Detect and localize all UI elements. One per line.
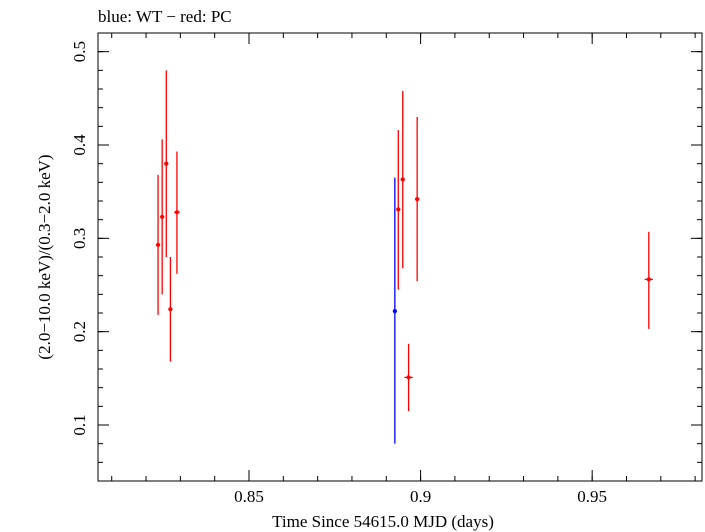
data-point [415, 197, 420, 202]
y-axis-label: (2.0−10.0 keV)/(0.3−2.0 keV) [35, 154, 54, 359]
x-tick-label: 0.95 [577, 487, 607, 506]
data-points [155, 70, 653, 444]
x-axis-label: Time Since 54615.0 MJD (days) [272, 512, 494, 531]
data-point [160, 214, 165, 219]
data-point [396, 207, 401, 212]
data-point [406, 375, 411, 380]
data-point [168, 307, 173, 312]
y-tick-label: 0.4 [70, 134, 89, 156]
series-wt [392, 177, 397, 444]
data-point [400, 177, 405, 182]
y-tick-labels: 0.1 0.2 0.3 0.4 0.5 [70, 41, 89, 436]
data-point [174, 210, 180, 215]
data-point [164, 161, 169, 166]
axis-ticks [98, 32, 702, 482]
x-tick-label: 0.9 [410, 487, 431, 506]
y-tick-label: 0.1 [70, 414, 89, 435]
x-tick-label: 0.85 [234, 487, 264, 506]
x-tick-labels: 0.85 0.9 0.95 [234, 487, 607, 506]
y-tick-label: 0.3 [70, 228, 89, 249]
plot-frame [97, 32, 703, 482]
y-tick-label: 0.5 [70, 41, 89, 62]
data-point [392, 309, 397, 314]
series-pc [155, 70, 653, 411]
chart-title: blue: WT − red: PC [98, 7, 232, 26]
y-tick-label: 0.2 [70, 321, 89, 342]
data-point [646, 277, 651, 282]
data-point [155, 242, 161, 247]
